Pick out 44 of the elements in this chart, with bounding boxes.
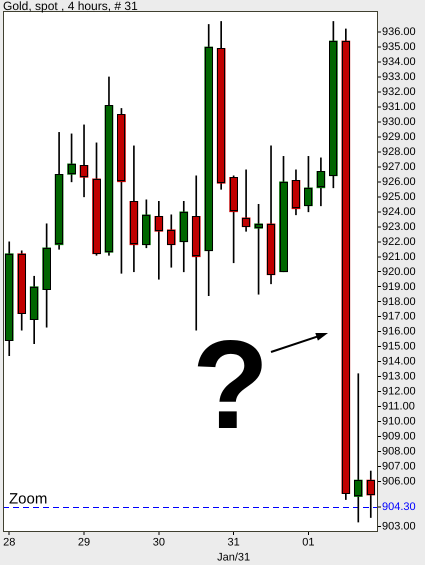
- y-tick-label: 928.00: [382, 146, 416, 158]
- y-tick-label: 932.00: [382, 86, 416, 98]
- y-tick-label: 904.30: [382, 501, 416, 514]
- y-tick-label: 912.00: [382, 386, 416, 398]
- candlestick: [80, 124, 88, 198]
- y-tick-label: 920.00: [382, 266, 416, 278]
- y-tick-label: 922.00: [382, 236, 416, 248]
- ref-line-label: Zoom: [9, 490, 48, 508]
- y-tick-label: 915.00: [382, 340, 416, 353]
- y-tick-label: 925.00: [382, 190, 416, 203]
- y-tick-label: 914.00: [382, 356, 416, 368]
- y-tick-label: 908.00: [382, 446, 416, 458]
- y-tick-label: 926.00: [382, 176, 416, 188]
- x-tick-label: 30: [152, 536, 165, 548]
- y-tick-label: 936.00: [382, 26, 416, 38]
- y-tick-label: 907.00: [382, 460, 416, 473]
- y-tick-label: 913.00: [382, 370, 416, 383]
- x-tick-label: 01: [302, 536, 315, 548]
- y-tick-label: 911.00: [382, 400, 415, 413]
- y-tick-label: 916.00: [382, 326, 416, 338]
- y-tick-label: 934.00: [382, 56, 416, 68]
- chart-title: Gold, spot , 4 hours, # 31: [3, 0, 138, 13]
- y-tick-label: 935.00: [382, 40, 416, 53]
- y-tick-label: 906.00: [382, 476, 416, 488]
- y-tick-label: 910.00: [382, 416, 416, 428]
- y-tick-label: 921.00: [382, 250, 416, 263]
- candlestick: [254, 204, 263, 295]
- y-tick-label: 931.00: [382, 100, 416, 113]
- y-tick-label: 923.00: [382, 220, 416, 233]
- y-tick-label: 933.00: [382, 70, 416, 83]
- y-tick-label: 909.00: [382, 430, 416, 443]
- x-tick-label: 31 Jan/31: [217, 536, 250, 564]
- annotation: ?: [192, 314, 269, 455]
- y-tick-label: 917.00: [382, 310, 416, 323]
- y-tick-label: 919.00: [382, 280, 416, 293]
- y-tick-label: 924.00: [382, 206, 416, 218]
- candlestick: [67, 134, 76, 182]
- x-tick-label: 29: [78, 536, 90, 548]
- y-tick-label: 927.00: [382, 160, 416, 173]
- y-tick-label: 930.00: [382, 116, 416, 128]
- y-tick-label: 918.00: [382, 296, 416, 308]
- x-tick-label: 28: [3, 536, 16, 548]
- y-tick-label: 929.00: [382, 130, 416, 143]
- y-tick-label: 903.00: [382, 520, 416, 533]
